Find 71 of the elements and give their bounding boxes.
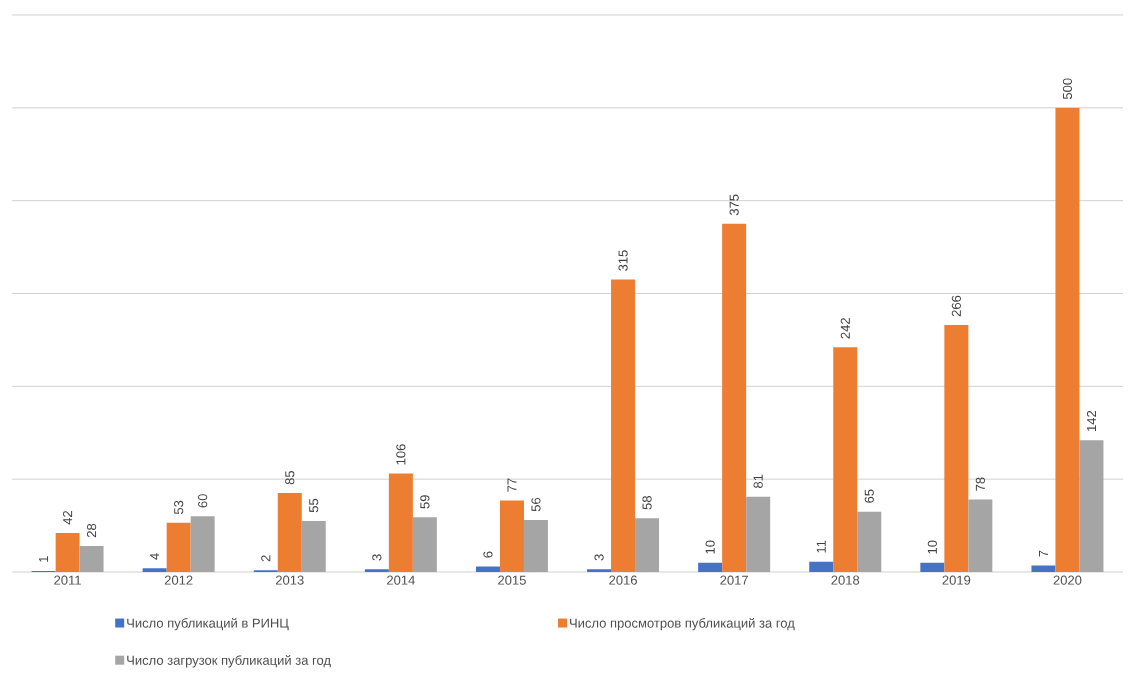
bar bbox=[79, 546, 104, 572]
x-tick-label: 2015 bbox=[498, 575, 526, 585]
bar bbox=[809, 561, 834, 572]
bar bbox=[388, 473, 413, 572]
data-label: 77 bbox=[507, 478, 517, 492]
bar bbox=[364, 569, 389, 572]
data-label: 10 bbox=[705, 540, 715, 554]
bar bbox=[635, 518, 660, 572]
data-label: 500 bbox=[1062, 78, 1073, 100]
x-tick-label: 2019 bbox=[942, 575, 971, 585]
data-label: 56 bbox=[531, 497, 541, 512]
data-label: 2 bbox=[261, 555, 271, 562]
bar bbox=[698, 562, 723, 572]
data-label: 42 bbox=[63, 511, 73, 525]
data-label: 58 bbox=[642, 496, 652, 510]
data-label: 65 bbox=[864, 489, 874, 503]
x-tick-label: 2014 bbox=[387, 575, 415, 585]
x-tick-label: 2016 bbox=[609, 575, 637, 585]
data-label: 6 bbox=[483, 551, 493, 558]
legend-label: Число загрузок публикаций за год bbox=[127, 655, 331, 668]
data-label: 315 bbox=[618, 250, 628, 271]
data-label: 242 bbox=[840, 318, 850, 339]
data-label: 78 bbox=[975, 477, 985, 491]
data-label: 10 bbox=[927, 540, 937, 554]
legend-label: Число просмотров публикаций за год bbox=[570, 617, 795, 631]
bar bbox=[920, 562, 945, 572]
data-label: 142 bbox=[1086, 410, 1096, 431]
data-label: 266 bbox=[951, 295, 961, 317]
bar bbox=[499, 500, 524, 572]
bar bbox=[1055, 107, 1080, 572]
x-tick-label: 2012 bbox=[164, 575, 193, 585]
bar bbox=[722, 223, 747, 572]
data-label: 81 bbox=[753, 474, 763, 489]
bar bbox=[166, 522, 191, 572]
data-label: 375 bbox=[729, 194, 739, 216]
data-label: 3 bbox=[372, 554, 382, 561]
bar bbox=[968, 499, 993, 572]
bar bbox=[746, 496, 771, 572]
bar bbox=[475, 566, 500, 572]
legend-label: Число публикаций в РИНЦ bbox=[127, 617, 289, 631]
data-label: 28 bbox=[86, 523, 97, 538]
bar bbox=[1079, 440, 1104, 572]
data-label: 11 bbox=[816, 540, 826, 553]
bar bbox=[857, 511, 882, 572]
data-label: 3 bbox=[594, 554, 604, 561]
x-tick-label: 2018 bbox=[831, 575, 860, 585]
bar bbox=[301, 520, 326, 572]
x-tick-label: 2020 bbox=[1053, 575, 1082, 585]
bar bbox=[55, 533, 80, 572]
data-label: 53 bbox=[174, 500, 184, 515]
bar bbox=[1031, 565, 1056, 572]
data-label: 59 bbox=[420, 495, 430, 509]
data-label: 85 bbox=[285, 470, 295, 485]
bar bbox=[523, 520, 548, 572]
bar bbox=[944, 325, 969, 572]
x-tick-label: 2013 bbox=[275, 575, 304, 585]
bar bbox=[412, 517, 437, 572]
x-tick-label: 2017 bbox=[720, 575, 748, 585]
bar bbox=[611, 279, 636, 572]
x-tick-label: 2011 bbox=[54, 575, 81, 585]
data-label: 4 bbox=[150, 553, 160, 560]
bar bbox=[587, 569, 612, 572]
data-label: 55 bbox=[309, 498, 319, 513]
data-label: 7 bbox=[1038, 550, 1048, 557]
bar bbox=[833, 347, 858, 572]
bar bbox=[190, 516, 215, 572]
data-label: 106 bbox=[396, 444, 406, 465]
data-label: 60 bbox=[198, 494, 208, 508]
bar bbox=[277, 493, 302, 572]
bar bbox=[142, 568, 167, 572]
data-label: 1 bbox=[39, 556, 49, 562]
